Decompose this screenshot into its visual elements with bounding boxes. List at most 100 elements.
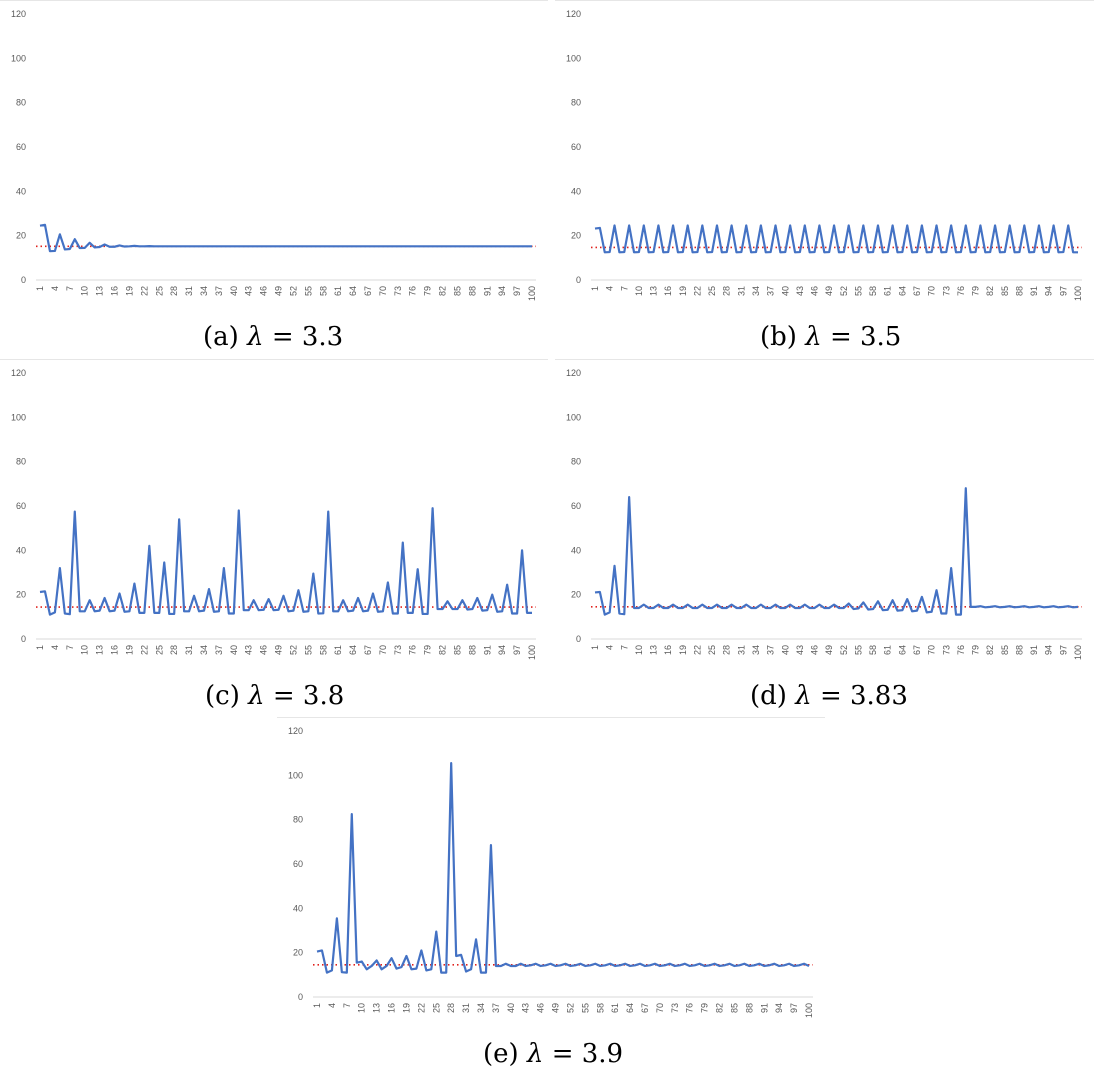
x-tick-label: 1 [35, 645, 45, 650]
y-tick-label: 0 [576, 634, 581, 644]
x-tick-label: 22 [139, 645, 149, 655]
x-tick-label: 49 [274, 286, 284, 296]
chart-d-svg: 0 20 40 60 80 100 120 1 4 7 10 13 16 19 22 25 28 31 34 37 40… [555, 359, 1094, 660]
x-tick-label: 88 [467, 286, 477, 296]
x-tick-label: 76 [956, 286, 966, 296]
x-tick-label: 25 [431, 1003, 441, 1013]
y-tick-label: 120 [11, 368, 26, 378]
x-tick-label: 64 [348, 286, 358, 296]
y-tick-label: 80 [571, 98, 581, 108]
x-tick-label: 28 [446, 1003, 456, 1013]
x-tick-label: 22 [416, 1003, 426, 1013]
x-tick-label: 76 [408, 286, 418, 296]
x-tick-label: 61 [883, 645, 893, 655]
x-tick-label: 25 [154, 645, 164, 655]
y-tick-label: 100 [11, 412, 26, 422]
x-tick-label: 67 [912, 286, 922, 296]
caption-b-eq: = 3.5 [829, 322, 902, 352]
series-line [594, 224, 1078, 254]
x-tick-label: 97 [512, 286, 522, 296]
x-tick-label: 37 [766, 286, 776, 296]
x-tick-label: 94 [1044, 645, 1054, 655]
y-tick-label: 60 [293, 859, 303, 869]
x-tick-label: 10 [357, 1003, 367, 1013]
chart-panel-d: 0 20 40 60 80 100 120 1 4 7 10 13 16 19 22 25 28 31 34 37 40… [555, 359, 1094, 679]
x-tick-label: 91 [1029, 645, 1039, 655]
x-tick-label: 1 [312, 1003, 322, 1008]
x-tick-label: 64 [348, 645, 358, 655]
x-tick-label: 31 [736, 286, 746, 296]
x-tick-label: 7 [342, 1003, 352, 1008]
x-tick-label: 52 [839, 645, 849, 655]
x-tick-label: 88 [467, 645, 477, 655]
x-tick-label: 4 [50, 645, 60, 650]
x-tick-label: 34 [751, 286, 761, 296]
x-tick-label: 58 [595, 1003, 605, 1013]
x-tick-label: 61 [333, 645, 343, 655]
y-tick-label: 20 [571, 590, 581, 600]
caption-c-lambda: λ [248, 681, 265, 711]
y-tick-label: 120 [566, 9, 581, 19]
x-tick-label: 34 [199, 645, 209, 655]
x-tick-label: 52 [565, 1003, 575, 1013]
x-tick-label: 91 [482, 645, 492, 655]
y-tick-label: 80 [16, 98, 26, 108]
chart-panel-a: 0 20 40 60 80 100 120 1 4 7 10 13 16 19 22 25 28 31 34 37 40… [0, 0, 548, 320]
x-tick-label: 49 [824, 286, 834, 296]
x-tick-label: 97 [1058, 286, 1068, 296]
y-tick-label: 60 [571, 501, 581, 511]
x-tick-label: 49 [824, 645, 834, 655]
x-tick-label: 61 [883, 286, 893, 296]
x-tick-label: 55 [303, 286, 313, 296]
x-tick-label: 58 [318, 286, 328, 296]
x-tick-label: 16 [110, 286, 120, 296]
x-tick-label: 70 [655, 1003, 665, 1013]
x-tick-label: 61 [610, 1003, 620, 1013]
x-tick-label: 64 [897, 645, 907, 655]
x-tick-label: 76 [956, 645, 966, 655]
x-tick-label: 73 [941, 645, 951, 655]
x-tick-label: 4 [50, 286, 60, 291]
chart-c-svg: 0 20 40 60 80 100 120 1 4 7 10 13 16 19 22 25 28 31 34 37 40… [0, 359, 548, 660]
y-tick-label: 20 [16, 590, 26, 600]
x-tick-label: 31 [736, 645, 746, 655]
x-tick-label: 37 [214, 645, 224, 655]
x-tick-label: 52 [288, 645, 298, 655]
y-tick-label: 80 [293, 815, 303, 825]
x-tick-label: 82 [715, 1003, 725, 1013]
x-tick-label: 52 [288, 286, 298, 296]
x-tick-label: 100 [527, 286, 537, 301]
x-tick-label: 19 [124, 286, 134, 296]
x-tick-label: 58 [868, 286, 878, 296]
x-tick-label: 79 [971, 645, 981, 655]
y-tick-label: 40 [16, 186, 26, 196]
x-tick-label: 79 [971, 286, 981, 296]
x-tick-label: 25 [154, 286, 164, 296]
x-tick-label: 22 [692, 645, 702, 655]
x-tick-label: 100 [1073, 645, 1083, 660]
y-tick-label: 80 [571, 457, 581, 467]
y-tick-label: 120 [566, 368, 581, 378]
x-tick-label: 31 [184, 645, 194, 655]
x-tick-label: 1 [590, 286, 600, 291]
x-tick-label: 34 [199, 286, 209, 296]
chart-panel-c: 0 20 40 60 80 100 120 1 4 7 10 13 16 19 22 25 28 31 34 37 40… [0, 359, 548, 679]
chart-panel-e: 0 20 40 60 80 100 120 1 4 7 10 13 16 19 22 25 28 31 34 37 40… [277, 717, 825, 1037]
x-tick-label: 97 [1058, 645, 1068, 655]
chart-b-svg: 0 20 40 60 80 100 120 1 4 7 10 13 16 19 22 25 28 31 34 37 40… [555, 0, 1094, 301]
caption-a: (a) λ = 3.3 [203, 322, 343, 352]
x-tick-label: 13 [372, 1003, 382, 1013]
x-tick-label: 73 [941, 286, 951, 296]
x-tick-label: 40 [780, 645, 790, 655]
x-tick-label: 82 [985, 645, 995, 655]
x-tick-label: 88 [1014, 645, 1024, 655]
x-tick-label: 28 [722, 286, 732, 296]
y-tick-label: 100 [288, 770, 303, 780]
x-tick-label: 55 [580, 1003, 590, 1013]
x-tick-label: 94 [497, 645, 507, 655]
caption-e: (e) λ = 3.9 [483, 1039, 623, 1069]
series-line [39, 223, 532, 253]
x-tick-label: 100 [527, 645, 537, 660]
x-tick-label: 37 [491, 1003, 501, 1013]
x-tick-label: 97 [789, 1003, 799, 1013]
